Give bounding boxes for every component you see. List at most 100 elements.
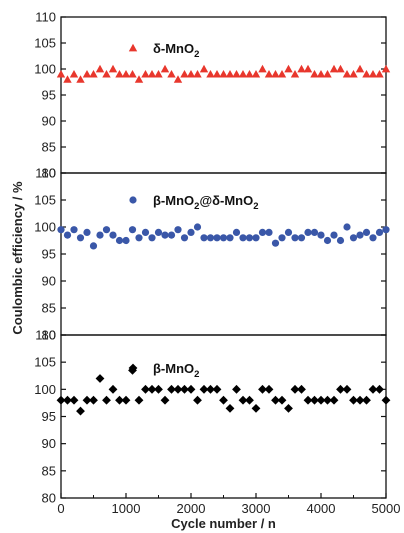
data-point <box>329 64 339 73</box>
data-point <box>186 70 196 78</box>
y-tick-label: 85 <box>42 301 56 316</box>
y-tick-label: 105 <box>34 36 56 51</box>
data-point <box>342 70 352 78</box>
data-point <box>336 384 345 394</box>
x-axis: 0 1000 2000 3000 4000 5000 <box>57 493 400 516</box>
y-tick-label: 95 <box>42 247 56 262</box>
data-point <box>381 64 391 73</box>
data-point <box>245 395 254 405</box>
data-point <box>297 384 306 394</box>
data-point <box>323 395 332 405</box>
data-point <box>147 384 157 394</box>
y-tick-label: 85 <box>42 463 56 478</box>
y-tick-label: 90 <box>42 274 56 289</box>
data-point <box>284 64 293 73</box>
data-point <box>167 384 176 394</box>
data-point <box>76 234 85 242</box>
data-point <box>368 70 378 78</box>
data-point <box>102 70 111 78</box>
data-point <box>115 70 124 78</box>
y-tick-label: 80 <box>42 166 56 181</box>
y-tick-label: 110 <box>35 10 56 25</box>
data-point <box>199 384 209 394</box>
data-point <box>232 384 241 394</box>
data-point <box>375 384 384 394</box>
data-point <box>362 70 371 78</box>
data-point <box>134 395 144 405</box>
data-point <box>206 384 215 394</box>
y-axis-title: Coulombic efficiency / % <box>10 181 25 335</box>
data-point <box>264 384 274 394</box>
y-tick-label: 100 <box>34 382 56 397</box>
data-point <box>173 75 183 83</box>
x-axis-title: Cycle number / n <box>171 516 276 531</box>
data-point <box>238 395 248 405</box>
data-point <box>161 231 169 239</box>
y-tick-label: 90 <box>42 436 56 451</box>
panel-frame <box>60 16 387 174</box>
data-point <box>264 70 274 78</box>
data-point <box>63 75 72 83</box>
data-point <box>219 70 228 78</box>
data-point <box>297 234 306 242</box>
data-point <box>82 395 92 405</box>
legend-marker <box>128 363 138 373</box>
y-tick-label: 105 <box>34 193 56 208</box>
data-point <box>187 228 195 236</box>
data-point <box>381 395 391 405</box>
data-point <box>310 395 319 405</box>
data-point <box>316 395 326 405</box>
data-point <box>115 236 124 245</box>
y-tick-label: 95 <box>42 88 56 103</box>
data-point <box>342 384 352 394</box>
x-tick-label: 2000 <box>177 501 206 516</box>
data-point <box>115 395 124 405</box>
data-point <box>154 70 163 78</box>
data-point <box>278 234 286 242</box>
data-point <box>57 226 65 234</box>
data-point <box>141 228 150 236</box>
legend-label: δ-MnO2 <box>153 41 199 60</box>
data-point <box>375 70 384 78</box>
data-point <box>83 228 91 236</box>
y-tick-label: 100 <box>34 62 56 77</box>
data-point <box>160 395 170 405</box>
x-tick-label: 4000 <box>307 501 336 516</box>
legend-label: β-MnO2@δ-MnO2 <box>153 193 259 212</box>
data-point <box>258 228 267 236</box>
data-point <box>89 70 98 78</box>
data-point <box>102 226 111 234</box>
data-point <box>290 70 300 78</box>
data-point <box>336 64 345 73</box>
data-point <box>108 64 118 73</box>
data-point <box>284 403 293 413</box>
data-point <box>200 234 208 242</box>
data-point <box>271 395 280 405</box>
y-tick-label: 85 <box>42 140 56 155</box>
data-point <box>368 384 378 394</box>
data-point <box>349 395 358 405</box>
data-point <box>70 226 78 234</box>
data-point <box>323 236 332 245</box>
data-point <box>180 234 189 242</box>
y-tick-label: 110 <box>35 166 56 181</box>
data-point <box>89 395 98 405</box>
data-point <box>193 395 202 405</box>
legend-label: β-MnO2 <box>153 361 199 380</box>
chart-panels: 80 85 90 95 100 105 110 δ-MnO2 80 85 90 95 100 105 110… <box>34 10 391 506</box>
data-point <box>128 226 137 234</box>
data-point <box>303 395 313 405</box>
x-tick-label: 0 <box>57 501 64 516</box>
data-point <box>265 228 273 236</box>
data-point <box>323 70 332 78</box>
data-point <box>122 236 130 245</box>
data-point <box>109 231 117 239</box>
y-tick-label: 100 <box>34 220 56 235</box>
y-tick-label: 110 <box>35 328 56 343</box>
x-tick-label: 1000 <box>112 501 141 516</box>
data-point <box>239 234 247 242</box>
legend-marker <box>129 196 137 204</box>
data-point <box>174 226 182 234</box>
data-point <box>193 223 202 231</box>
